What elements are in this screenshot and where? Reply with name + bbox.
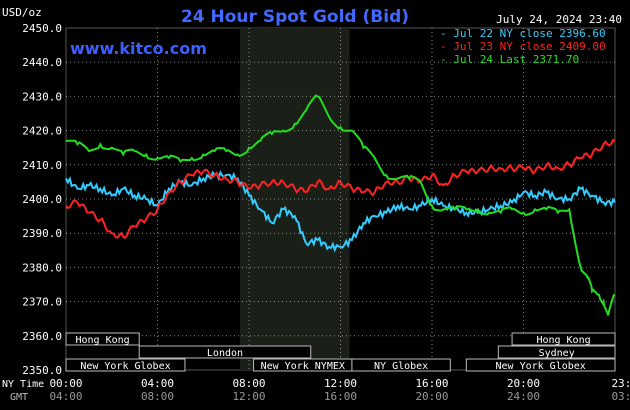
x-row-gmt-label: GMT (10, 392, 28, 403)
series-lines (65, 94, 616, 316)
grid-lines (66, 28, 615, 370)
session-label: Sydney (539, 348, 575, 359)
y-tick-labels: 2350.0 2360.0 2370.0 2380.0 2390.0 2400.0 2410… (22, 22, 62, 377)
y-tick-label: 2350.0 (22, 364, 62, 377)
y-tick-label: 2410.0 (22, 159, 62, 172)
y-tick-label: 2440.0 (22, 56, 62, 69)
session-label: London (207, 348, 243, 359)
x-tick-label-ny: 23:59 (611, 377, 630, 390)
x-tick-label-ny: 08:00 (232, 377, 265, 390)
date-stamp: July 24, 2024 23:40 (496, 13, 622, 26)
watermark-text: www.kitco.com (70, 39, 207, 58)
y-tick-label: 2390.0 (22, 227, 62, 240)
y-tick-label: 2420.0 (22, 125, 62, 138)
y-axis-unit-label: USD/oz (2, 6, 42, 19)
x-tick-label-gmt: 03:59 (611, 390, 630, 403)
session-label: New York Globex (496, 361, 586, 372)
session-label: New York NYMEX (261, 361, 345, 372)
x-tick-label-ny: 20:00 (507, 377, 540, 390)
series-line (65, 170, 616, 253)
x-tick-labels: 00:0004:0004:0008:0008:0012:0012:0016:00… (49, 377, 630, 403)
legend: - Jul 22 NY close 2396.60- Jul 23 NY clo… (440, 27, 606, 66)
x-tick-label-ny: 16:00 (415, 377, 448, 390)
y-tick-label: 2400.0 (22, 193, 62, 206)
session-bar (65, 358, 186, 372)
session-bar (497, 345, 616, 359)
session-bar (511, 332, 616, 346)
x-tick-label-gmt: 20:00 (415, 390, 448, 403)
x-tick-label-ny: 00:00 (49, 377, 82, 390)
y-tick-label: 2380.0 (22, 261, 62, 274)
session-bar (351, 358, 451, 372)
x-tick-label-gmt: 24:00 (507, 390, 540, 403)
legend-entry: - Jul 23 NY close 2409.00 (440, 40, 606, 53)
y-tick-label: 2360.0 (22, 330, 62, 343)
x-row-ny-label: NY Time (2, 379, 44, 390)
session-label: New York Globex (80, 361, 170, 372)
legend-entry: - Jul 22 NY close 2396.60 (440, 27, 606, 40)
session-bars: Hong Kong London New York Globex New York N… (65, 332, 616, 372)
chart-title: 24 Hour Spot Gold (Bid) (181, 7, 409, 27)
session-label: Hong Kong (76, 335, 130, 346)
x-tick-label-gmt: 04:00 (49, 390, 82, 403)
x-tick-label-ny: 12:00 (324, 377, 357, 390)
y-tick-label: 2370.0 (22, 296, 62, 309)
session-bar (138, 345, 312, 359)
legend-entry: - Jul 24 Last 2371.70 (440, 53, 579, 66)
x-tick-label-gmt: 12:00 (232, 390, 265, 403)
session-bar (465, 358, 616, 372)
y-tick-label: 2430.0 (22, 90, 62, 103)
x-tick-label-gmt: 16:00 (324, 390, 357, 403)
session-label: NY Globex (374, 361, 428, 372)
x-tick-label-gmt: 08:00 (141, 390, 174, 403)
session-bar (65, 332, 140, 346)
series-line (65, 94, 616, 316)
y-tick-label: 2450.0 (22, 22, 62, 35)
series-line (65, 138, 616, 240)
session-label: Hong Kong (536, 335, 590, 346)
x-tick-label-ny: 04:00 (141, 377, 174, 390)
